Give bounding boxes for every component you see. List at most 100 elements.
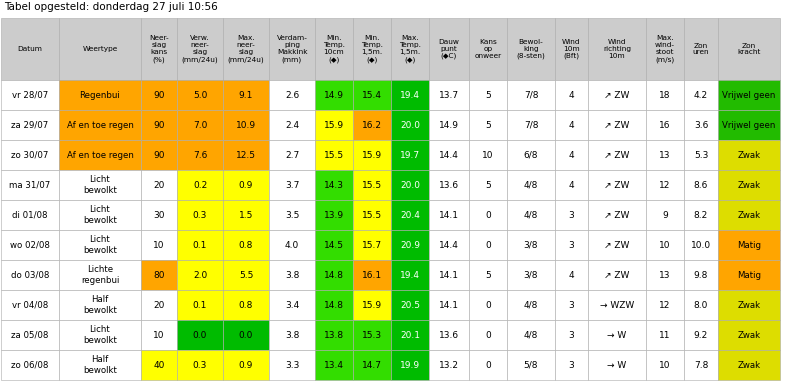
Bar [718,260,780,290]
Text: Verw.
neer-
slag
(mm/24u): Verw. neer- slag (mm/24u) [181,35,218,63]
Text: Zwak: Zwak [737,151,760,160]
Text: 16.1: 16.1 [362,270,382,280]
Bar [177,320,223,350]
Bar [1,140,59,170]
Bar [353,200,391,230]
Bar [555,140,588,170]
Text: 5: 5 [485,120,491,129]
Bar [269,170,315,200]
Bar [59,290,141,320]
Text: Zwak: Zwak [737,301,760,309]
Text: 5: 5 [485,181,491,189]
Text: Tabel opgesteld: donderdag 27 juli 10:56: Tabel opgesteld: donderdag 27 juli 10:56 [4,2,218,12]
Bar [429,170,469,200]
Text: Kans
op
onweer: Kans op onweer [474,39,501,59]
Text: 15.3: 15.3 [362,330,382,340]
Bar [1,170,59,200]
Text: 13.9: 13.9 [324,210,344,220]
Bar [684,18,718,80]
Bar [588,110,646,140]
Text: 5.3: 5.3 [694,151,708,160]
Bar [507,260,555,290]
Bar [429,260,469,290]
Bar [555,290,588,320]
Text: 12: 12 [659,301,671,309]
Text: → W: → W [607,330,626,340]
Text: 4: 4 [568,181,574,189]
Text: 9.2: 9.2 [694,330,708,340]
Bar [391,140,429,170]
Text: 20.0: 20.0 [400,181,420,189]
Text: Licht
bewolkt: Licht bewolkt [83,325,117,345]
Bar [469,320,507,350]
Bar [646,110,684,140]
Text: 4/8: 4/8 [524,330,538,340]
Text: 30: 30 [154,210,165,220]
Bar [223,260,269,290]
Bar [59,110,141,140]
Bar [353,80,391,110]
Bar [429,18,469,80]
Text: 13: 13 [659,270,671,280]
Bar [588,290,646,320]
Text: 16.2: 16.2 [362,120,382,129]
Bar [177,290,223,320]
Bar [429,290,469,320]
Bar [429,350,469,380]
Bar [684,80,718,110]
Bar [555,110,588,140]
Bar [718,320,780,350]
Bar [646,140,684,170]
Text: 16: 16 [659,120,671,129]
Text: 7.8: 7.8 [694,361,708,369]
Text: 40: 40 [154,361,165,369]
Bar [59,230,141,260]
Bar [507,230,555,260]
Text: 14.9: 14.9 [324,91,344,99]
Text: 7.0: 7.0 [193,120,207,129]
Text: → W: → W [607,361,626,369]
Text: 3.8: 3.8 [285,270,299,280]
Text: 13.6: 13.6 [439,181,459,189]
Text: 0: 0 [485,330,491,340]
Text: za 29/07: za 29/07 [11,120,49,129]
Bar [507,140,555,170]
Bar [315,350,353,380]
Bar [141,260,177,290]
Text: 15.7: 15.7 [362,241,382,249]
Bar [588,80,646,110]
Text: 0.0: 0.0 [193,330,207,340]
Bar [391,110,429,140]
Bar [315,260,353,290]
Bar [141,200,177,230]
Bar [718,200,780,230]
Bar [141,350,177,380]
Text: 6/8: 6/8 [524,151,538,160]
Bar [646,200,684,230]
Bar [315,110,353,140]
Bar [555,230,588,260]
Text: 10.9: 10.9 [236,120,256,129]
Bar [646,230,684,260]
Bar [391,200,429,230]
Bar [59,320,141,350]
Text: Zwak: Zwak [737,210,760,220]
Bar [588,18,646,80]
Bar [141,320,177,350]
Bar [269,230,315,260]
Text: 0.3: 0.3 [193,361,207,369]
Text: 5: 5 [485,270,491,280]
Bar [646,170,684,200]
Text: 0.9: 0.9 [239,361,253,369]
Text: 12: 12 [659,181,671,189]
Text: 10: 10 [659,241,671,249]
Text: 10: 10 [659,361,671,369]
Bar [177,170,223,200]
Text: 13.8: 13.8 [324,330,344,340]
Text: 3.5: 3.5 [285,210,299,220]
Text: 13.4: 13.4 [324,361,344,369]
Text: 19.4: 19.4 [400,91,420,99]
Text: 0: 0 [485,241,491,249]
Bar [353,170,391,200]
Bar [718,140,780,170]
